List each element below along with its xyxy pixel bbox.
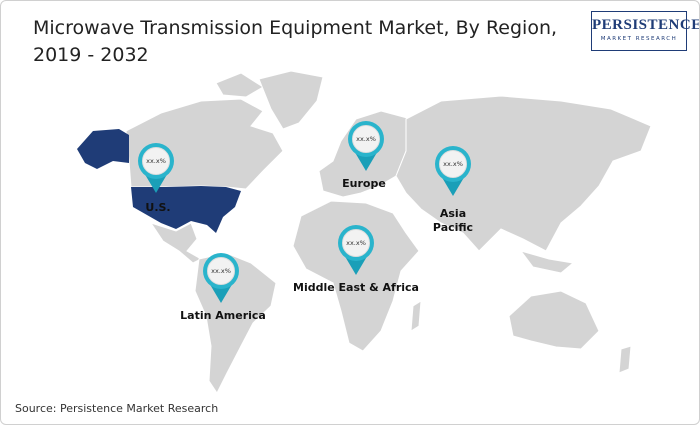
pin-face <box>207 257 235 285</box>
alaska <box>77 129 129 169</box>
pin-face <box>142 147 170 175</box>
land <box>410 300 422 332</box>
land <box>292 200 420 352</box>
us-map <box>131 186 241 233</box>
pin: xx.x% <box>435 146 471 196</box>
region-label: Asia Pacific <box>433 207 473 234</box>
region-label: Latin America <box>180 309 266 322</box>
logo-tagline: MARKET RESEARCH <box>600 36 678 42</box>
region-label: Middle East & Africa <box>293 281 419 294</box>
land <box>149 222 203 264</box>
land <box>618 345 632 374</box>
logo: PERSISTENCE MARKET RESEARCH <box>591 11 700 51</box>
pin: xx.x% <box>203 253 239 303</box>
land <box>258 70 324 130</box>
pin-value: xx.x% <box>356 135 376 143</box>
pin-value: xx.x% <box>146 157 166 165</box>
logo-name: PERSISTENCE <box>592 17 700 33</box>
region-label: Europe <box>342 177 386 190</box>
title: Microwave Transmission Equipment Market,… <box>33 17 558 66</box>
pin: xx.x% <box>348 121 384 171</box>
pin-value: xx.x% <box>346 239 366 247</box>
land <box>508 290 600 350</box>
pin: xx.x% <box>138 143 174 193</box>
region-label: U.S. <box>145 201 170 214</box>
pin-value: xx.x% <box>443 160 463 168</box>
pin-value: xx.x% <box>211 267 231 275</box>
pin: xx.x% <box>338 225 374 275</box>
source: Source: Persistence Market Research <box>15 402 219 415</box>
pin-face <box>439 150 467 178</box>
land <box>395 95 652 252</box>
land <box>215 72 264 98</box>
pin-face <box>352 125 380 153</box>
land <box>519 250 575 274</box>
pin-face <box>342 229 370 257</box>
